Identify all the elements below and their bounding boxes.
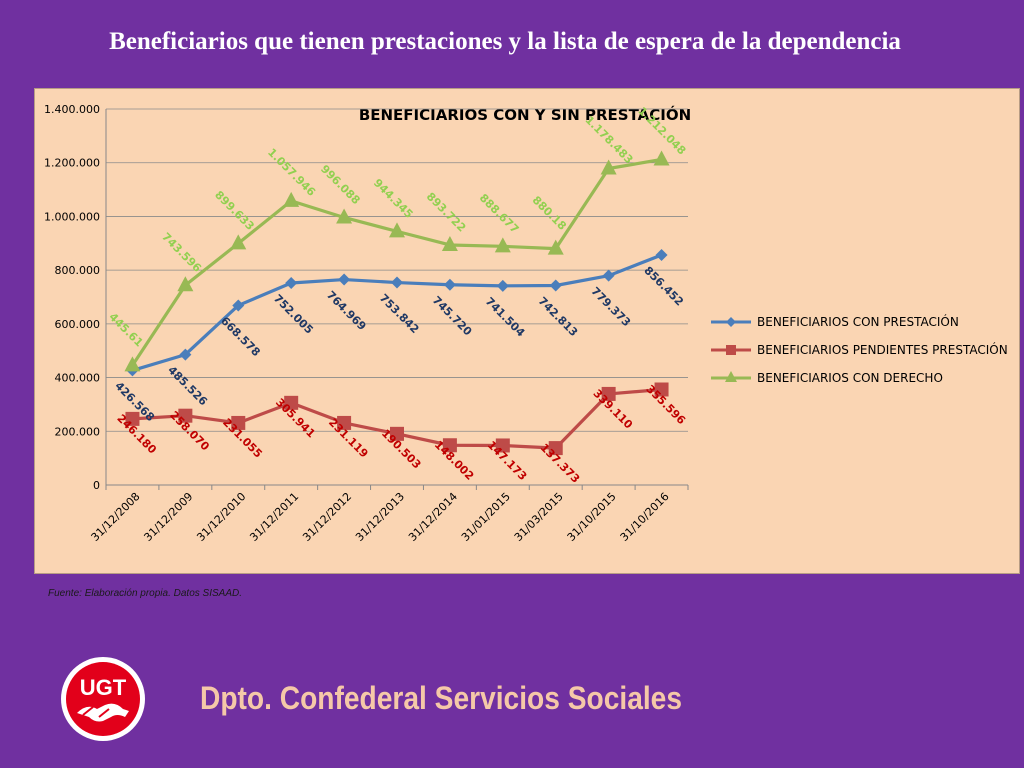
line-chart: BENEFICIARIOS CON Y SIN PRESTACIÓN 0 200.0… <box>44 103 1008 544</box>
data-label: 856.452 <box>641 264 686 309</box>
data-point <box>654 382 669 397</box>
x-tick-label: 31/12/2010 <box>194 490 248 544</box>
data-point <box>391 276 403 289</box>
legend-label: BENEFICIARIOS CON DERECHO <box>757 371 943 385</box>
legend-label: BENEFICIARIOS CON PRESTACIÓN <box>757 314 959 329</box>
data-label: 899.633 <box>212 188 257 233</box>
data-label: 753.842 <box>377 291 422 336</box>
data-point <box>230 234 247 250</box>
ugt-logo: UGT <box>59 655 147 748</box>
data-label: 485.526 <box>165 364 210 409</box>
data-point <box>653 150 670 166</box>
legend-marker <box>725 371 737 382</box>
data-label: 742.813 <box>536 294 581 339</box>
data-label: 893.722 <box>424 190 469 235</box>
data-point <box>231 415 246 430</box>
data-point <box>284 395 299 410</box>
data-point <box>125 411 140 426</box>
data-label: 944.345 <box>371 176 416 221</box>
data-point <box>442 438 457 453</box>
legend-label: BENEFICIARIOS PENDIENTES PRESTACIÓN <box>757 342 1008 357</box>
legend-marker <box>726 345 736 355</box>
data-label: 743.596 <box>159 230 204 275</box>
data-point <box>600 159 617 175</box>
data-point <box>496 279 509 292</box>
x-tick-label: 31/03/2015 <box>512 490 566 544</box>
legend-marker <box>726 317 736 327</box>
data-point <box>441 235 458 251</box>
data-label: 741.504 <box>483 295 528 340</box>
x-tick-label: 31/12/2013 <box>353 490 407 544</box>
data-point <box>601 386 616 401</box>
y-tick-label: 600.000 <box>55 318 101 331</box>
x-tick-label: 31/12/2008 <box>89 490 143 544</box>
data-point <box>549 279 562 292</box>
y-tick-label: 1.000.000 <box>44 210 100 223</box>
data-label: 752.005 <box>271 292 316 337</box>
data-point <box>336 208 353 224</box>
y-tick-label: 1.400.000 <box>44 103 100 116</box>
data-label: 996.088 <box>318 162 363 207</box>
svg-text:UGT: UGT <box>80 675 127 700</box>
data-point <box>547 239 564 255</box>
data-point <box>495 438 510 453</box>
data-point <box>178 408 193 423</box>
slide-title: Beneficiarios que tienen prestaciones y … <box>109 28 901 55</box>
data-point <box>177 276 194 292</box>
data-point <box>602 269 615 282</box>
data-label: 1.057.946 <box>265 146 318 199</box>
data-point <box>283 191 300 207</box>
data-label: 888.677 <box>477 191 522 236</box>
series-line-3 <box>131 157 662 367</box>
data-point <box>655 248 668 261</box>
x-tick-label: 31/12/2011 <box>247 490 301 544</box>
chart-title: BENEFICIARIOS CON Y SIN PRESTACIÓN <box>359 105 691 124</box>
x-tick-label: 31/10/2015 <box>565 490 619 544</box>
y-tick-label: 400.000 <box>55 372 101 385</box>
y-tick-label: 1.200.000 <box>44 157 100 170</box>
x-tick-label: 31/01/2015 <box>459 490 513 544</box>
data-point <box>232 299 245 312</box>
x-tick-label: 31/12/2009 <box>141 490 195 544</box>
data-label: 880.18 <box>530 194 569 233</box>
x-tick-label: 31/12/2012 <box>300 490 354 544</box>
data-point <box>179 348 192 361</box>
data-point <box>338 273 351 286</box>
data-label: 445.61 <box>106 310 145 349</box>
chart-area: BENEFICIARIOS CON Y SIN PRESTACIÓN 0 200.0… <box>34 88 1020 574</box>
y-tick-label: 0 <box>93 479 100 492</box>
data-point <box>285 277 298 290</box>
x-tick-label: 31/10/2016 <box>618 490 672 544</box>
x-tick-label: 31/12/2014 <box>406 490 460 544</box>
data-label: 779.373 <box>589 285 634 330</box>
y-tick-label: 800.000 <box>55 264 101 277</box>
data-label: 745.720 <box>430 294 475 339</box>
data-point <box>337 415 352 430</box>
data-label: 668.578 <box>218 314 263 359</box>
data-label: 764.969 <box>324 288 369 333</box>
source-note: Fuente: Elaboración propia. Datos SISAAD… <box>48 588 242 599</box>
data-point <box>443 278 456 291</box>
data-point <box>548 441 563 456</box>
data-point <box>389 222 405 238</box>
data-point <box>124 356 141 372</box>
department-name: Dpto. Confederal Servicios Sociales <box>200 680 683 716</box>
data-point <box>390 426 404 441</box>
y-tick-label: 200.000 <box>55 425 101 438</box>
data-point <box>494 237 511 253</box>
